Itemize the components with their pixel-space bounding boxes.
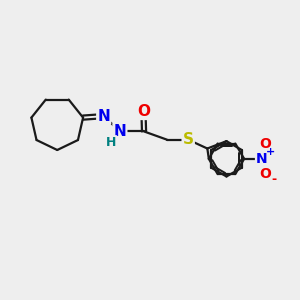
Text: N: N [256, 152, 268, 166]
Text: O: O [137, 104, 150, 119]
Text: N: N [113, 124, 126, 139]
Text: S: S [183, 132, 194, 147]
Text: O: O [260, 167, 271, 181]
Text: N: N [97, 109, 110, 124]
Text: -: - [271, 173, 276, 186]
Text: O: O [260, 136, 271, 151]
Text: H: H [106, 136, 116, 149]
Text: +: + [266, 147, 275, 157]
